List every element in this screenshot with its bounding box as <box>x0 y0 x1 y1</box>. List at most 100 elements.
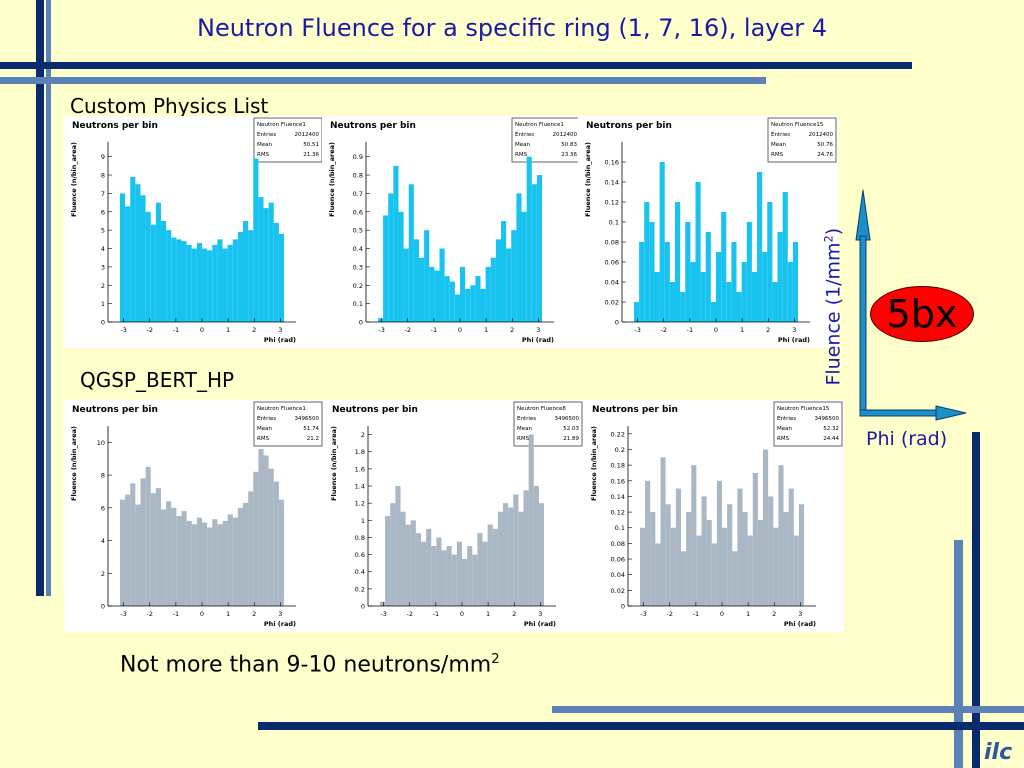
histogram-bar <box>176 239 182 322</box>
histogram-bar <box>513 494 519 606</box>
x-tick-label: 3 <box>536 326 540 334</box>
histogram-bar <box>278 233 285 322</box>
histogram-bar <box>695 182 701 322</box>
histogram-bar <box>222 248 228 322</box>
histogram-bar <box>166 501 172 606</box>
histogram-bar <box>639 527 646 606</box>
histogram-bar <box>705 232 711 322</box>
stats-value: 21.36 <box>303 152 319 158</box>
x-tick-label: 1 <box>484 326 488 334</box>
y-tick-label: 0.6 <box>355 551 365 559</box>
histogram-bar <box>747 535 753 606</box>
frame-bar-right-light <box>954 540 963 768</box>
histogram-bar <box>237 232 244 322</box>
stats-value: 23.36 <box>561 152 577 158</box>
stats-value: 21.89 <box>563 436 579 442</box>
stats-label: RMS <box>257 436 270 442</box>
histogram-bar <box>166 230 172 322</box>
x-tick-label: -3 <box>378 326 384 334</box>
histogram-custom-ring16: Neutrons per bin Neutron Fluence15 Entries… <box>578 116 838 348</box>
phi-arrow-shaft <box>859 409 941 417</box>
histogram-bar <box>495 239 502 322</box>
chart-title: Neutrons per bin <box>72 405 158 415</box>
stats-label: Entries <box>257 416 276 422</box>
histogram-bar <box>752 472 758 606</box>
histogram-bar <box>792 242 799 322</box>
histogram-bar <box>232 239 238 322</box>
x-tick-label: 3 <box>538 610 542 618</box>
stats-value: 3496500 <box>555 416 580 422</box>
histogram-bar <box>436 537 442 606</box>
histogram-bar <box>783 512 789 606</box>
histogram-bar <box>528 434 534 606</box>
histogram-bar <box>413 239 419 322</box>
y-tick-label: 0.18 <box>611 462 625 470</box>
y-tick-label: 6 <box>101 504 105 512</box>
histogram-bar <box>508 507 514 606</box>
histogram-bar <box>150 224 156 322</box>
x-tick-label: 2 <box>766 326 770 334</box>
y-tick-label: 0.4 <box>355 568 365 576</box>
histogram-bar <box>732 551 738 606</box>
y-tick-label: 0.7 <box>353 190 363 198</box>
x-tick-label: 2 <box>510 326 514 334</box>
y-tick-label: 0.08 <box>611 540 625 548</box>
stats-value: 52.32 <box>823 426 839 432</box>
histogram-bar <box>171 507 177 606</box>
stats-value: 24.44 <box>823 436 839 442</box>
x-tick-label: 3 <box>798 610 802 618</box>
histogram-bar <box>444 276 450 322</box>
histogram-bar <box>793 535 799 606</box>
histogram-bar <box>696 535 702 606</box>
histogram-bar <box>181 511 187 606</box>
stats-label: RMS <box>777 436 790 442</box>
histogram-bar <box>130 176 136 322</box>
histogram-bar <box>655 543 661 606</box>
x-tick-label: -1 <box>693 610 699 618</box>
histogram-bar <box>207 250 213 322</box>
histogram-bar <box>434 270 440 322</box>
histogram-bar <box>782 192 788 322</box>
stats-label: RMS <box>257 152 270 158</box>
histogram-bar <box>449 281 455 322</box>
ilc-logo: ilc <box>984 740 1013 765</box>
histogram-bar <box>383 215 389 322</box>
histogram-bar <box>654 272 660 322</box>
histogram-bar <box>456 541 462 606</box>
chart-title: Neutrons per bin <box>332 405 418 415</box>
y-tick-label: 0.12 <box>611 509 625 517</box>
label-custom-physics-list: Custom Physics List <box>70 94 269 118</box>
histogram-bar <box>145 466 151 606</box>
histogram-bar <box>395 486 401 606</box>
histogram-bar <box>377 318 384 322</box>
x-tick-label: -2 <box>147 326 153 334</box>
histogram-qgsp-ring7: Neutrons per bin Neutron Fluence8 Entries 3… <box>324 400 584 632</box>
frame-bar-top-light <box>0 77 766 84</box>
histogram-bar <box>773 527 779 606</box>
y-tick-label: 0.4 <box>353 245 363 253</box>
histogram-bar <box>150 493 156 606</box>
histogram-bar <box>202 522 208 606</box>
histogram-bar <box>202 248 208 322</box>
y-tick-label: 0 <box>101 603 105 611</box>
stats-label: RMS <box>771 152 784 158</box>
histogram-bar <box>768 496 774 606</box>
histogram-bar <box>140 478 146 606</box>
histogram-bar <box>485 266 491 322</box>
y-tick-label: 0.2 <box>353 282 363 290</box>
histogram-bar <box>526 156 532 322</box>
x-axis-label: Phi (rad) <box>784 620 816 628</box>
label-qgsp-bert-hp: QGSP_BERT_HP <box>80 368 235 392</box>
histogram-bar <box>426 528 432 606</box>
histogram-bar <box>475 276 481 322</box>
y-tick-label: 2 <box>101 282 105 290</box>
x-tick-label: -1 <box>431 326 437 334</box>
histogram-bar <box>268 468 274 606</box>
histogram-bar <box>186 520 192 606</box>
chart-title: Neutrons per bin <box>72 121 158 131</box>
y-tick-label: 2 <box>101 570 105 578</box>
histogram-bar <box>253 471 259 606</box>
histogram-bar <box>405 524 411 606</box>
frame-bar-left-dark <box>36 0 44 596</box>
histogram-bar <box>196 517 202 606</box>
